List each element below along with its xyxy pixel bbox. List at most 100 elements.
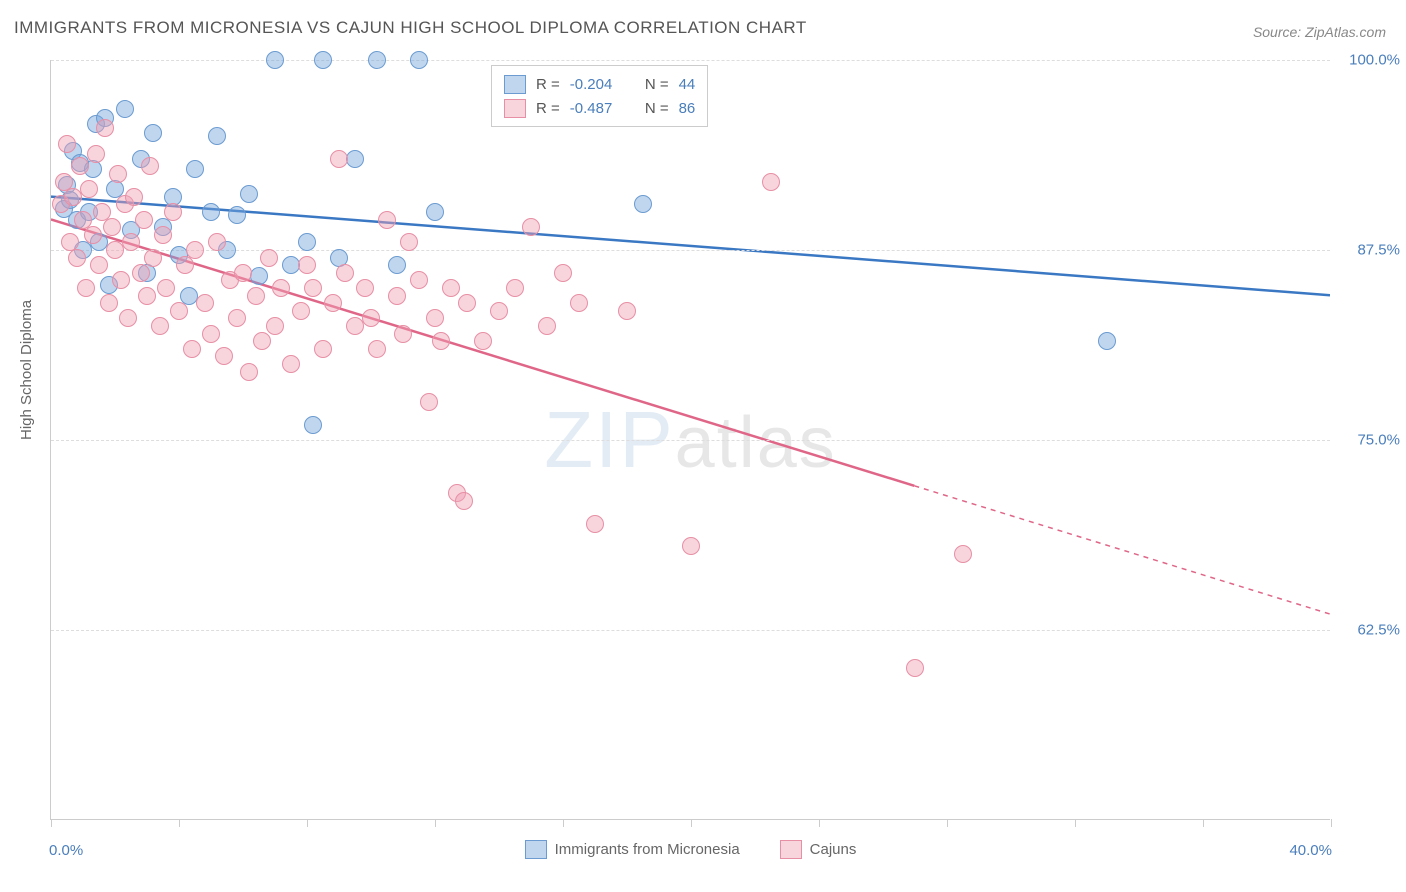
watermark-main: ZIP xyxy=(544,395,674,484)
data-point xyxy=(125,188,143,206)
x-tick xyxy=(307,819,308,827)
data-point xyxy=(135,211,153,229)
data-point xyxy=(154,226,172,244)
data-point xyxy=(157,279,175,297)
data-point xyxy=(324,294,342,312)
x-tick xyxy=(947,819,948,827)
data-point xyxy=(144,249,162,267)
data-point xyxy=(336,264,354,282)
data-point xyxy=(164,203,182,221)
data-point xyxy=(400,233,418,251)
data-point xyxy=(202,203,220,221)
trend-line-extrapolated xyxy=(914,486,1330,614)
data-point xyxy=(228,309,246,327)
x-tick xyxy=(1203,819,1204,827)
data-point xyxy=(96,119,114,137)
data-point xyxy=(272,279,290,297)
data-point xyxy=(455,492,473,510)
series-legend: Immigrants from Micronesia Cajuns xyxy=(51,840,1330,859)
x-tick xyxy=(1331,819,1332,827)
data-point xyxy=(144,124,162,142)
data-point xyxy=(58,135,76,153)
legend-r-label: R = xyxy=(536,100,560,117)
series-name: Cajuns xyxy=(810,841,857,858)
legend-r-label: R = xyxy=(536,76,560,93)
data-point xyxy=(298,256,316,274)
data-point xyxy=(1098,332,1116,350)
data-point xyxy=(240,363,258,381)
legend-row: R = -0.204 N = 44 xyxy=(504,72,695,96)
data-point xyxy=(90,256,108,274)
watermark-suffix: atlas xyxy=(675,403,837,483)
correlation-legend: R = -0.204 N = 44R = -0.487 N = 86 xyxy=(491,65,708,127)
data-point xyxy=(410,271,428,289)
data-point xyxy=(458,294,476,312)
x-min-label: 0.0% xyxy=(49,842,83,859)
source-prefix: Source: xyxy=(1253,24,1305,40)
data-point xyxy=(522,218,540,236)
data-point xyxy=(432,332,450,350)
series-legend-item: Immigrants from Micronesia xyxy=(525,840,740,859)
data-point xyxy=(506,279,524,297)
x-tick xyxy=(819,819,820,827)
data-point xyxy=(228,206,246,224)
data-point xyxy=(346,150,364,168)
x-tick xyxy=(51,819,52,827)
data-point xyxy=(426,309,444,327)
data-point xyxy=(368,340,386,358)
gridline-h xyxy=(51,250,1330,251)
data-point xyxy=(304,416,322,434)
data-point xyxy=(208,233,226,251)
data-point xyxy=(330,150,348,168)
data-point xyxy=(570,294,588,312)
data-point xyxy=(103,218,121,236)
data-point xyxy=(260,249,278,267)
data-point xyxy=(292,302,310,320)
gridline-h xyxy=(51,440,1330,441)
x-tick xyxy=(1075,819,1076,827)
x-tick xyxy=(691,819,692,827)
data-point xyxy=(474,332,492,350)
data-point xyxy=(176,256,194,274)
legend-n-value: 44 xyxy=(679,76,696,93)
data-point xyxy=(122,233,140,251)
series-legend-item: Cajuns xyxy=(780,840,857,859)
data-point xyxy=(68,249,86,267)
data-point xyxy=(151,317,169,335)
data-point xyxy=(266,51,284,69)
source-link[interactable]: ZipAtlas.com xyxy=(1305,24,1386,40)
data-point xyxy=(618,302,636,320)
data-point xyxy=(253,332,271,350)
data-point xyxy=(208,127,226,145)
data-point xyxy=(170,302,188,320)
x-tick xyxy=(179,819,180,827)
data-point xyxy=(954,545,972,563)
data-point xyxy=(84,226,102,244)
data-point xyxy=(234,264,252,282)
data-point xyxy=(282,355,300,373)
data-point xyxy=(247,287,265,305)
legend-r-value: -0.204 xyxy=(570,76,613,93)
data-point xyxy=(762,173,780,191)
data-point xyxy=(119,309,137,327)
data-point xyxy=(388,256,406,274)
legend-swatch xyxy=(504,99,526,118)
source-attribution: Source: ZipAtlas.com xyxy=(1253,24,1386,40)
data-point xyxy=(410,51,428,69)
legend-swatch xyxy=(504,75,526,94)
data-point xyxy=(554,264,572,282)
x-max-label: 40.0% xyxy=(1289,842,1332,859)
data-point xyxy=(394,325,412,343)
x-tick xyxy=(435,819,436,827)
data-point xyxy=(132,264,150,282)
data-point xyxy=(362,309,380,327)
y-tick-label: 100.0% xyxy=(1340,52,1400,69)
legend-swatch xyxy=(525,840,547,859)
legend-n-label: N = xyxy=(645,76,669,93)
data-point xyxy=(116,100,134,118)
data-point xyxy=(186,241,204,259)
legend-swatch xyxy=(780,840,802,859)
data-point xyxy=(378,211,396,229)
x-tick xyxy=(563,819,564,827)
data-point xyxy=(442,279,460,297)
